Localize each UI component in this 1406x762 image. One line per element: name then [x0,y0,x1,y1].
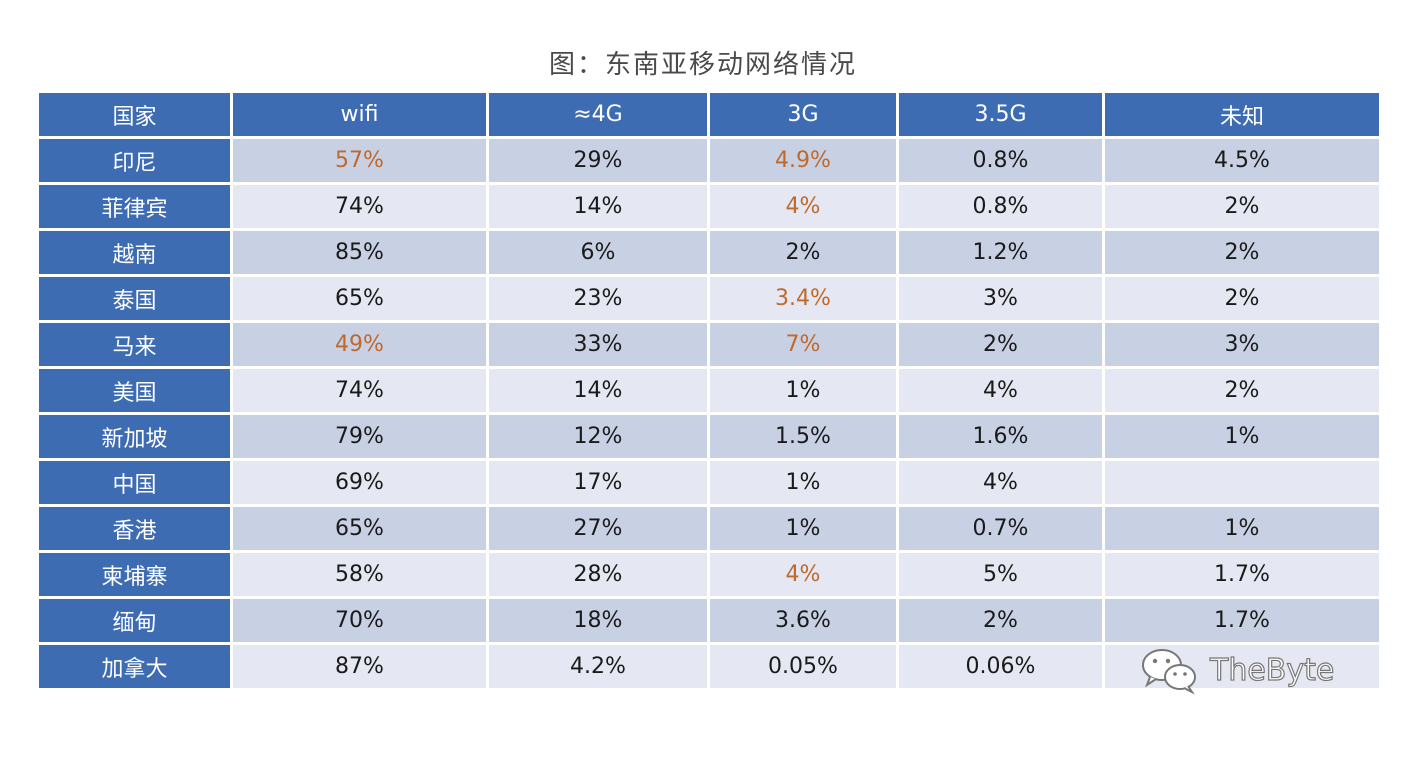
value-cell: 14% [486,366,710,415]
value-cell: 6% [486,228,710,277]
country-cell: 中国 [36,458,233,507]
value-cell: 2% [1102,274,1382,323]
value-cell: 1% [707,504,899,553]
table-row: 美国 74% 14% 1% 4% 2% [36,366,1382,415]
value-cell: 0.8% [896,182,1105,231]
table-row: 缅甸 70% 18% 3.6% 2% 1.7% [36,596,1382,645]
value-cell: 17% [486,458,710,507]
country-cell: 印尼 [36,136,233,185]
value-cell: 2% [707,228,899,277]
value-cell: 1.5% [707,412,899,461]
table-row: 泰国 65% 23% 3.4% 3% 2% [36,274,1382,323]
country-cell: 菲律宾 [36,182,233,231]
value-cell: 79% [230,412,489,461]
value-cell: 1.7% [1102,596,1382,645]
value-cell: 2% [1102,228,1382,277]
page-title: 图：东南亚移动网络情况 [548,50,857,80]
value-cell: 2% [1102,366,1382,415]
value-cell: 57% [230,136,489,185]
value-cell: 2% [1102,182,1382,231]
value-cell: 14% [486,182,710,231]
value-cell: 87% [230,642,489,691]
value-cell: 27% [486,504,710,553]
value-cell: 1.6% [896,412,1105,461]
value-cell: 85% [230,228,489,277]
country-cell: 美国 [36,366,233,415]
table-row: 中国 69% 17% 1% 4% [36,458,1382,507]
value-cell: 1% [1102,504,1382,553]
value-cell: 49% [230,320,489,369]
country-cell: 缅甸 [36,596,233,645]
value-cell: 5% [896,550,1105,599]
table-row: 马来 49% 33% 7% 2% 3% [36,320,1382,369]
table-row: 印尼 57% 29% 4.9% 0.8% 4.5% [36,136,1382,185]
value-cell: 1% [707,458,899,507]
value-cell: 12% [486,412,710,461]
value-cell: 3% [896,274,1105,323]
table-row: 菲律宾 74% 14% 4% 0.8% 2% [36,182,1382,231]
value-cell: 4% [896,458,1105,507]
value-cell [1102,458,1382,507]
value-cell: 1% [1102,412,1382,461]
value-cell: 0.06% [896,642,1105,691]
country-cell: 泰国 [36,274,233,323]
value-cell: 7% [707,320,899,369]
table-row: 加拿大 87% 4.2% 0.05% 0.06% [36,642,1382,691]
value-cell: 0.05% [707,642,899,691]
network-table: 国家 wifi ≈4G 3G 3.5G 未知 印尼 57% 29% 4.9% 0.8% 4… [36,90,1382,691]
value-cell: 0.7% [896,504,1105,553]
value-cell: 4% [707,182,899,231]
value-cell: 3.6% [707,596,899,645]
country-cell: 越南 [36,228,233,277]
table-row: 柬埔寨 58% 28% 4% 5% 1.7% [36,550,1382,599]
value-cell: 1% [707,366,899,415]
value-cell: 74% [230,366,489,415]
value-cell: 74% [230,182,489,231]
value-cell: 69% [230,458,489,507]
column-header-wifi: wifi [230,90,489,139]
value-cell: 4.5% [1102,136,1382,185]
column-header-4g: ≈4G [486,90,710,139]
value-cell: 70% [230,596,489,645]
table-header-row: 国家 wifi ≈4G 3G 3.5G 未知 [36,90,1382,139]
value-cell: 29% [486,136,710,185]
value-cell: 3% [1102,320,1382,369]
column-header-unknown: 未知 [1102,90,1382,139]
table-row: 越南 85% 6% 2% 1.2% 2% [36,228,1382,277]
country-cell: 马来 [36,320,233,369]
value-cell: 0.8% [896,136,1105,185]
value-cell: 2% [896,596,1105,645]
column-header-3g: 3G [707,90,899,139]
wechat-icon [1142,649,1196,695]
value-cell: 18% [486,596,710,645]
value-cell: 4% [896,366,1105,415]
value-cell: 58% [230,550,489,599]
country-cell: 加拿大 [36,642,233,691]
column-header-3-5g: 3.5G [896,90,1105,139]
country-cell: 新加坡 [36,412,233,461]
value-cell: 4.2% [486,642,710,691]
watermark: TheByte [1140,642,1360,698]
value-cell: 1.7% [1102,550,1382,599]
value-cell: 33% [486,320,710,369]
value-cell: 65% [230,504,489,553]
value-cell: 4% [707,550,899,599]
value-cell: 23% [486,274,710,323]
value-cell: 65% [230,274,489,323]
column-header-country: 国家 [36,90,233,139]
watermark-text: TheByte [1209,652,1335,688]
country-cell: 香港 [36,504,233,553]
value-cell: 2% [896,320,1105,369]
country-cell: 柬埔寨 [36,550,233,599]
table-row: 香港 65% 27% 1% 0.7% 1% [36,504,1382,553]
table-row: 新加坡 79% 12% 1.5% 1.6% 1% [36,412,1382,461]
value-cell: 3.4% [707,274,899,323]
value-cell: 28% [486,550,710,599]
value-cell: 1.2% [896,228,1105,277]
value-cell: 4.9% [707,136,899,185]
